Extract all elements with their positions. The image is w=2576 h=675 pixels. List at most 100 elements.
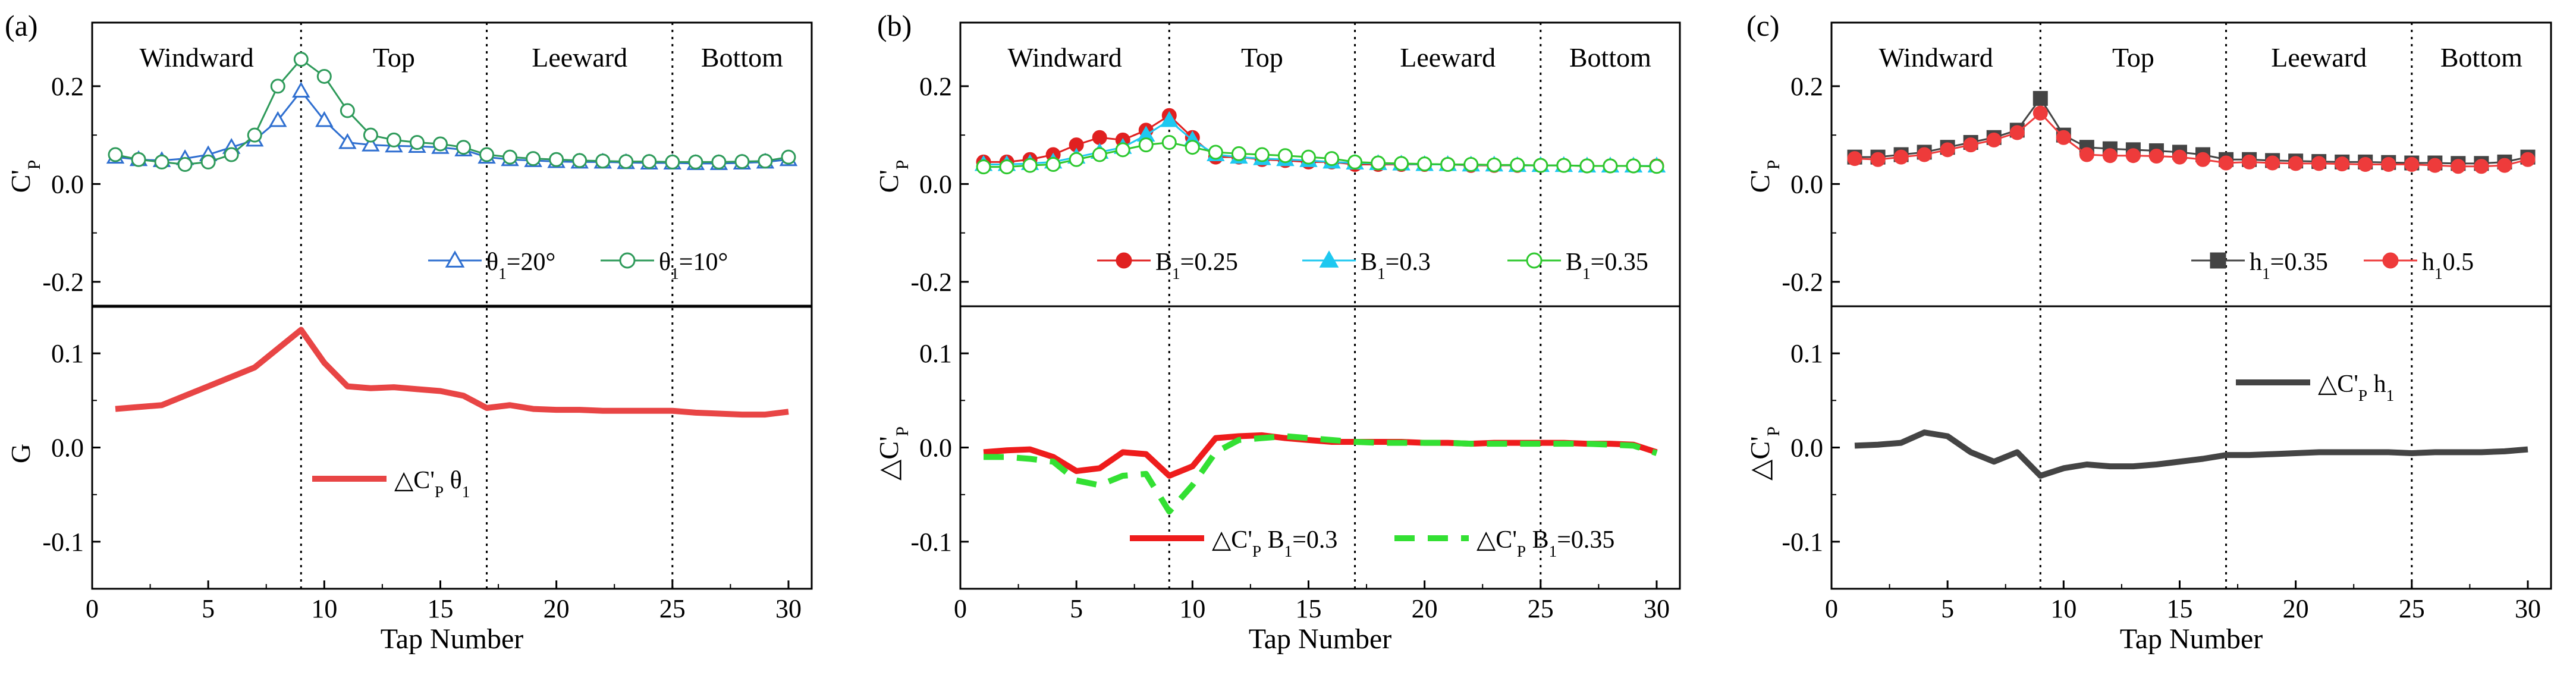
panel-label: (b) <box>877 9 912 42</box>
data-point <box>2032 105 2048 121</box>
legend-entry: B1=0.25 <box>1155 249 1238 282</box>
legend-marker <box>2210 252 2226 269</box>
data-point <box>1161 134 1177 150</box>
data-point <box>2265 155 2280 171</box>
data-point <box>1092 130 1107 145</box>
data-point <box>2172 149 2187 165</box>
y-tick-label: 0.2 <box>51 72 84 101</box>
chart-panel-1: (a) Windward Top Leeward Bottom 0 5 10 15 20 25 30 T… <box>5 9 813 655</box>
region-label: Bottom <box>701 42 783 73</box>
data-point <box>1254 147 1270 162</box>
data-point <box>456 140 472 155</box>
data-point <box>432 136 448 152</box>
data-point <box>1917 147 1932 162</box>
legend-entry: h10.5 <box>2422 249 2474 282</box>
y-tick-label: 0.0 <box>51 169 84 199</box>
legend-entry: B1=0.3 <box>1361 249 1431 282</box>
series-line <box>984 433 1658 515</box>
data-point <box>2335 156 2350 172</box>
data-point <box>1092 147 1107 162</box>
y-tick-label: 0.1 <box>51 339 84 368</box>
x-tick-label: 10 <box>1179 594 1205 623</box>
data-point <box>1022 158 1038 173</box>
y-axis-label-top: C'P <box>5 160 44 193</box>
panel-label: (c) <box>1746 9 1780 42</box>
data-point <box>108 147 123 162</box>
region-label: Top <box>373 42 415 73</box>
data-point <box>131 152 146 167</box>
y-axis-label-bottom: G <box>5 444 36 463</box>
data-point <box>711 154 727 169</box>
data-point <box>618 154 634 169</box>
legend-top: B1=0.25 B1=0.3 B1=0.35 <box>1097 249 1648 282</box>
data-point <box>1115 142 1130 158</box>
y-tick-label: -0.2 <box>1782 268 1823 297</box>
series-bottom-2 <box>984 433 1658 515</box>
series-bottom-1 <box>115 326 789 418</box>
legend-top: θ1=20° θ1=10° <box>428 249 728 282</box>
series-top-2 <box>108 52 796 172</box>
x-tick-label: 5 <box>202 594 215 623</box>
region-label: Windward <box>139 42 253 73</box>
y-tick-label: 0.0 <box>51 434 84 463</box>
panel-label: (a) <box>5 9 38 42</box>
data-point <box>224 147 239 162</box>
x-tick-label: 0 <box>86 594 99 623</box>
region-label: Windward <box>1007 42 1121 73</box>
data-point <box>362 135 380 152</box>
data-point <box>315 111 334 127</box>
data-point <box>1371 155 1386 171</box>
x-tick-label: 15 <box>2166 594 2192 623</box>
legend-entry: θ1=20° <box>486 249 555 282</box>
data-point <box>1649 159 1664 174</box>
data-point <box>1963 137 1978 153</box>
series-top-3 <box>976 134 1664 175</box>
data-point <box>2219 155 2234 171</box>
legend-marker <box>1319 250 1339 268</box>
x-axis-label: Tap Number <box>2120 623 2263 655</box>
data-point <box>154 154 169 169</box>
x-tick-label: 25 <box>1528 594 1554 623</box>
series-bottom-1 <box>983 432 1658 479</box>
legend-marker <box>619 252 636 269</box>
x-tick-label: 0 <box>1825 594 1838 623</box>
data-point <box>479 147 495 162</box>
x-tick-label: 20 <box>2283 594 2309 623</box>
y-axis-label-top: C'P <box>874 160 912 193</box>
y-axis-label-top: C'P <box>1745 160 1783 193</box>
chart-panel-3: (c) Windward Top Leeward Bottom 0 5 10 15 20 25 30 T… <box>1745 9 2552 655</box>
data-point <box>293 52 309 67</box>
data-point <box>1533 158 1548 173</box>
region-label: Leeward <box>2271 42 2367 73</box>
data-point <box>781 149 796 165</box>
data-point <box>2288 156 2304 171</box>
data-point <box>270 79 285 94</box>
data-point <box>2427 158 2443 173</box>
data-point <box>502 149 518 165</box>
data-point <box>2056 130 2071 145</box>
data-point <box>2358 157 2373 172</box>
data-point <box>2497 158 2512 173</box>
bottom-plot-frame <box>1830 305 2552 590</box>
region-label: Top <box>2112 42 2154 73</box>
y-tick-label: -0.1 <box>1782 528 1823 557</box>
legend-entry: B1=0.35 <box>1566 249 1648 282</box>
data-point <box>386 132 401 147</box>
y-tick-label: 0.0 <box>1790 434 1823 463</box>
data-point <box>2102 148 2118 164</box>
data-point <box>1185 140 1200 155</box>
legend-entry: △C'P B1=0.3 <box>1212 526 1337 560</box>
data-point <box>1940 142 1955 158</box>
data-point <box>526 151 541 167</box>
data-point <box>2311 156 2327 171</box>
region-label: Bottom <box>1569 42 1651 73</box>
data-point <box>1160 111 1179 127</box>
data-point <box>976 159 991 175</box>
y-tick-label: 0.2 <box>919 72 952 101</box>
data-point <box>1138 137 1154 153</box>
data-point <box>1986 132 2002 147</box>
x-tick-label: 25 <box>659 594 686 623</box>
series-line <box>1854 429 2528 479</box>
data-point <box>338 133 357 149</box>
data-point <box>1277 148 1293 164</box>
